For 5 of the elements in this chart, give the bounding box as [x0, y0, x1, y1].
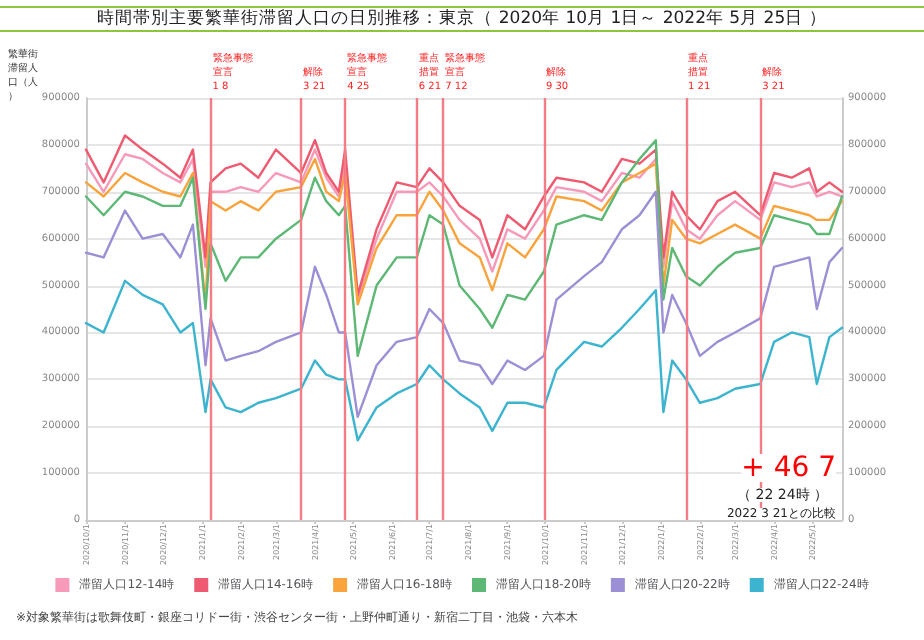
chart-title: 時間帯別主要繁華街滞留人口の日別推移：東京（ 2020年 10月 1日～ 2022年 5月 25日 ） [97, 7, 827, 29]
line-series [84, 139, 844, 358]
line-series [84, 190, 844, 419]
line-series [84, 279, 844, 442]
annotation: + 46 7 [741, 452, 837, 484]
